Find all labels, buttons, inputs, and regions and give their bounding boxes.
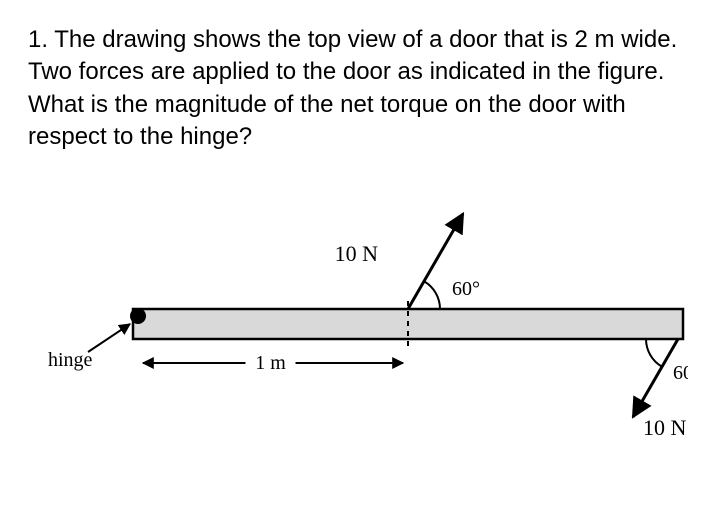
force1-magnitude-label: 10 N [335, 241, 379, 266]
physics-diagram: hinge 1 m 60° 10 N 60° 10 N [28, 194, 688, 454]
dimension-label: 1 m [255, 352, 286, 374]
hinge-pointer [88, 324, 130, 352]
force2-angle-arc [646, 339, 662, 367]
force2-angle-label: 60° [673, 362, 688, 384]
force1-angle-label: 60° [452, 278, 480, 300]
hinge-dot [130, 308, 146, 324]
force2-magnitude-label: 10 N [643, 415, 687, 440]
question-text: 1. The drawing shows the top view of a d… [28, 24, 688, 154]
force2-arrow [633, 339, 678, 417]
hinge-label: hinge [48, 349, 93, 371]
force1-angle-arc [424, 281, 440, 309]
